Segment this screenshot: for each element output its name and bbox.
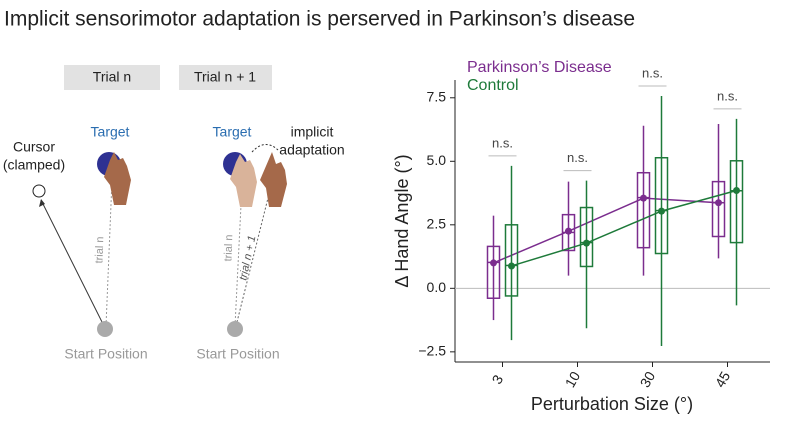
annotation: n.s.: [642, 65, 663, 80]
path-label: trial n: [222, 234, 235, 261]
target-label: Target: [91, 124, 130, 140]
x-tick-label: 10: [562, 368, 584, 390]
x-tick-label: 45: [712, 368, 734, 390]
y-tick-label: 5.0: [427, 152, 447, 168]
cursor: [32, 184, 46, 198]
mean-point: [658, 207, 665, 215]
hand-path: [234, 184, 243, 327]
cursor-label: Cursor: [13, 139, 55, 155]
trial-box: [179, 65, 272, 90]
hand: [104, 152, 131, 205]
adaptation-label: adaptation: [279, 142, 344, 158]
mean-line: [511, 189, 737, 267]
start: [227, 321, 243, 337]
box: [579, 206, 594, 268]
annotation: n.s.: [492, 135, 513, 150]
x-tick-label: 3: [488, 372, 506, 387]
mean-point: [490, 259, 497, 267]
hand-path: [105, 179, 113, 327]
path-label: trial n: [93, 236, 106, 263]
y-tick-label: 2.5: [427, 216, 447, 232]
adaptation-label: implicit: [291, 124, 334, 140]
legend-label: Control: [467, 77, 519, 94]
y-tick-label: 0.0: [427, 279, 447, 295]
path-label: trial n + 1: [237, 234, 258, 281]
target-label: Target: [213, 124, 252, 140]
box: [636, 171, 651, 249]
x-axis-label: Perturbation Size (°): [531, 394, 693, 414]
annotation: n.s.: [567, 150, 588, 165]
start-label: Start Position: [64, 346, 147, 362]
trial-label: Trial n: [93, 69, 131, 85]
box: [486, 245, 501, 299]
hand: [230, 154, 257, 207]
diagram: Trial n Trial n + 1 Target Target Cursor…: [3, 65, 345, 362]
mean-point: [715, 199, 722, 207]
adaptation-arrow: [251, 144, 279, 153]
mean-point: [508, 262, 515, 270]
annotation: n.s.: [717, 88, 738, 103]
y-tick-label: 7.5: [427, 88, 447, 104]
legend-label: Parkinson’s Disease: [467, 59, 612, 76]
trial-label: Trial n + 1: [194, 69, 256, 85]
y-axis-label: Δ Hand Angle (°): [392, 154, 412, 287]
box: [711, 180, 726, 238]
start: [97, 321, 113, 337]
cursor-label: (clamped): [3, 157, 65, 173]
box: [729, 160, 744, 244]
figure-title: Implicit sensorimotor adaptation is pers…: [4, 8, 635, 31]
chart: Δ Hand Angle (°) Perturbation Size (°) −…: [392, 59, 770, 414]
x-tick-label: 30: [637, 368, 659, 390]
mean-line: [493, 197, 719, 264]
mean-point: [583, 239, 590, 247]
mean-point: [565, 227, 572, 235]
start-label: Start Position: [196, 346, 279, 362]
box: [504, 224, 519, 297]
trial-box: [64, 65, 160, 90]
mean-point: [733, 187, 740, 195]
y-tick-label: −2.5: [418, 343, 446, 359]
box: [654, 156, 669, 255]
hand-path: [235, 189, 271, 327]
cursor-path: [40, 199, 105, 327]
mean-point: [640, 194, 647, 202]
hand: [260, 152, 287, 207]
arrowhead: [39, 199, 45, 207]
